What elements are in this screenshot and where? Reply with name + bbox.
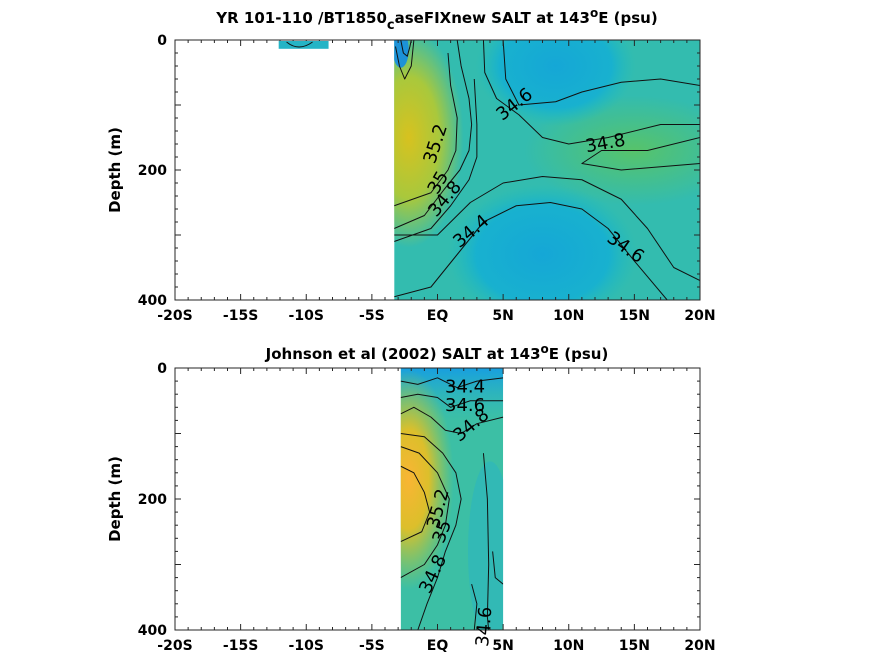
x-tick-label: 10N	[553, 638, 584, 654]
x-tick-label: -15S	[223, 308, 258, 324]
x-tick-label: -20S	[157, 638, 192, 654]
fresh-eastern-band	[468, 461, 504, 630]
x-tick-label: 10N	[553, 308, 584, 324]
contour-line	[482, 453, 490, 630]
panel-2-contour-lines	[400, 377, 504, 630]
panel-2-title: Johnson et al (2002) SALT at 143oE (psu)	[265, 342, 609, 363]
panel-2: Johnson et al (2002) SALT at 143oE (psu)…	[106, 342, 716, 654]
contour-line	[492, 551, 504, 585]
x-tick-label: -5S	[359, 308, 385, 324]
panel-1: YR 101-110 /BT1850caseFIXnew SALT at 143…	[106, 6, 716, 324]
y-tick-label: 200	[138, 492, 167, 508]
y-tick-label: 400	[138, 623, 167, 639]
x-tick-label: 20N	[684, 638, 715, 654]
contour-line	[394, 176, 700, 281]
panel-2-ticks: -20S -15S -10S -5S EQ 5N 10N 15N 20N 0 200 400	[138, 361, 716, 654]
x-tick-label: -10S	[289, 308, 324, 324]
contour-line	[400, 40, 412, 57]
contour-label: 34.6	[445, 395, 485, 416]
y-tick-label: 200	[138, 163, 167, 179]
x-tick-label: -5S	[359, 638, 385, 654]
southern-data-patch	[278, 41, 329, 49]
contour-line	[400, 465, 431, 543]
contour-line	[471, 584, 478, 630]
contour-line	[400, 433, 462, 630]
x-tick-label: 5N	[492, 308, 513, 324]
contour-line	[286, 41, 313, 48]
x-tick-label: EQ	[427, 308, 449, 324]
x-tick-label: -10S	[289, 638, 324, 654]
panel-1-contour-lines	[394, 40, 700, 300]
high-salinity-core	[394, 40, 464, 248]
panel-1-y-axis-label: Depth (m)	[106, 127, 124, 213]
x-tick-label: 15N	[619, 638, 650, 654]
contour-line	[502, 40, 700, 106]
contour-line	[400, 446, 450, 579]
fresh-surface-pool	[475, 40, 636, 126]
x-tick-label: 20N	[684, 308, 715, 324]
x-tick-label: -20S	[157, 308, 192, 324]
contour-line	[400, 406, 504, 434]
high-salinity-core	[400, 369, 454, 590]
panel-2-title-superscript: o	[541, 342, 549, 356]
contour-line	[482, 40, 700, 145]
y-tick-label: 0	[157, 33, 167, 49]
contour-line	[400, 393, 504, 408]
fresh-surface-cell	[394, 40, 409, 68]
panel-1-title: YR 101-110 /BT1850caseFIXnew SALT at 143…	[215, 6, 657, 33]
contour-line	[400, 377, 504, 389]
contour-line	[394, 52, 458, 207]
contour-line	[395, 40, 415, 80]
fresh-subsurface-pool	[447, 184, 638, 300]
panel-1-ticks: -20S -15S -10S -5S EQ 5N 10N 15N 20N 0 200 400	[138, 33, 716, 324]
x-tick-label: EQ	[427, 638, 449, 654]
contour-line	[394, 202, 668, 300]
contour-line	[394, 40, 473, 229]
contour-line	[394, 78, 478, 242]
contour-line	[581, 137, 700, 171]
contour-label: 34.6	[472, 606, 496, 648]
y-tick-label: 0	[157, 361, 167, 377]
panel-1-title-subscript: c	[387, 18, 395, 33]
panel-1-title-superscript: o	[590, 6, 598, 20]
panel-2-y-axis-label: Depth (m)	[106, 456, 124, 542]
contour-label: 34.4	[445, 377, 485, 398]
panel-1-salinity-field	[394, 40, 700, 300]
x-tick-label: 15N	[619, 308, 650, 324]
x-tick-label: 5N	[492, 638, 513, 654]
y-tick-label: 400	[138, 293, 167, 309]
x-tick-label: -15S	[223, 638, 258, 654]
